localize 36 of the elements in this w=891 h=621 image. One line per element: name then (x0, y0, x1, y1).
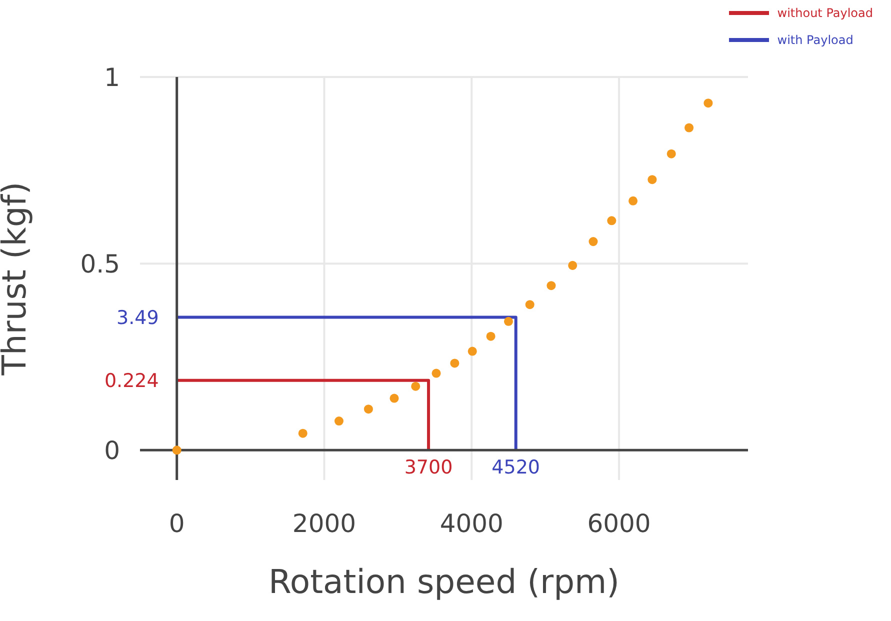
point (588, 237, 598, 246)
annotation: 4520 (492, 456, 540, 479)
point (666, 149, 676, 158)
point (450, 358, 460, 368)
point (648, 175, 657, 184)
point (298, 428, 308, 438)
x-tick-label: 2000 (292, 508, 356, 538)
point (364, 404, 373, 414)
annotation: 3700 (404, 456, 453, 479)
point (628, 196, 638, 206)
y-axis-title: Thrust (kgf) (0, 182, 34, 376)
point (568, 260, 578, 270)
point (172, 446, 182, 455)
point (525, 300, 534, 310)
annotation: 3.49 (116, 307, 159, 330)
x-tick-label: 4000 (440, 508, 504, 538)
point (334, 416, 344, 426)
y-tick-label: 1 (104, 62, 120, 92)
legend-label: with Payload (777, 33, 854, 47)
point (684, 123, 694, 132)
point (486, 332, 496, 341)
annotation: 0.224 (104, 370, 159, 392)
point (607, 216, 616, 226)
y-tick-label: 0 (104, 436, 120, 466)
point (411, 382, 420, 391)
point (546, 281, 556, 290)
x-tick-label: 6000 (587, 508, 651, 538)
point (432, 368, 441, 378)
y-tick-label: 0.5 (80, 249, 120, 278)
x-tick-label: 0 (168, 508, 185, 538)
point (704, 98, 713, 108)
point (468, 346, 477, 356)
legend-label: without Payload (777, 6, 873, 20)
point (390, 394, 399, 403)
point (504, 316, 513, 326)
x-axis-title: Rotation speed (rpm) (268, 562, 620, 601)
